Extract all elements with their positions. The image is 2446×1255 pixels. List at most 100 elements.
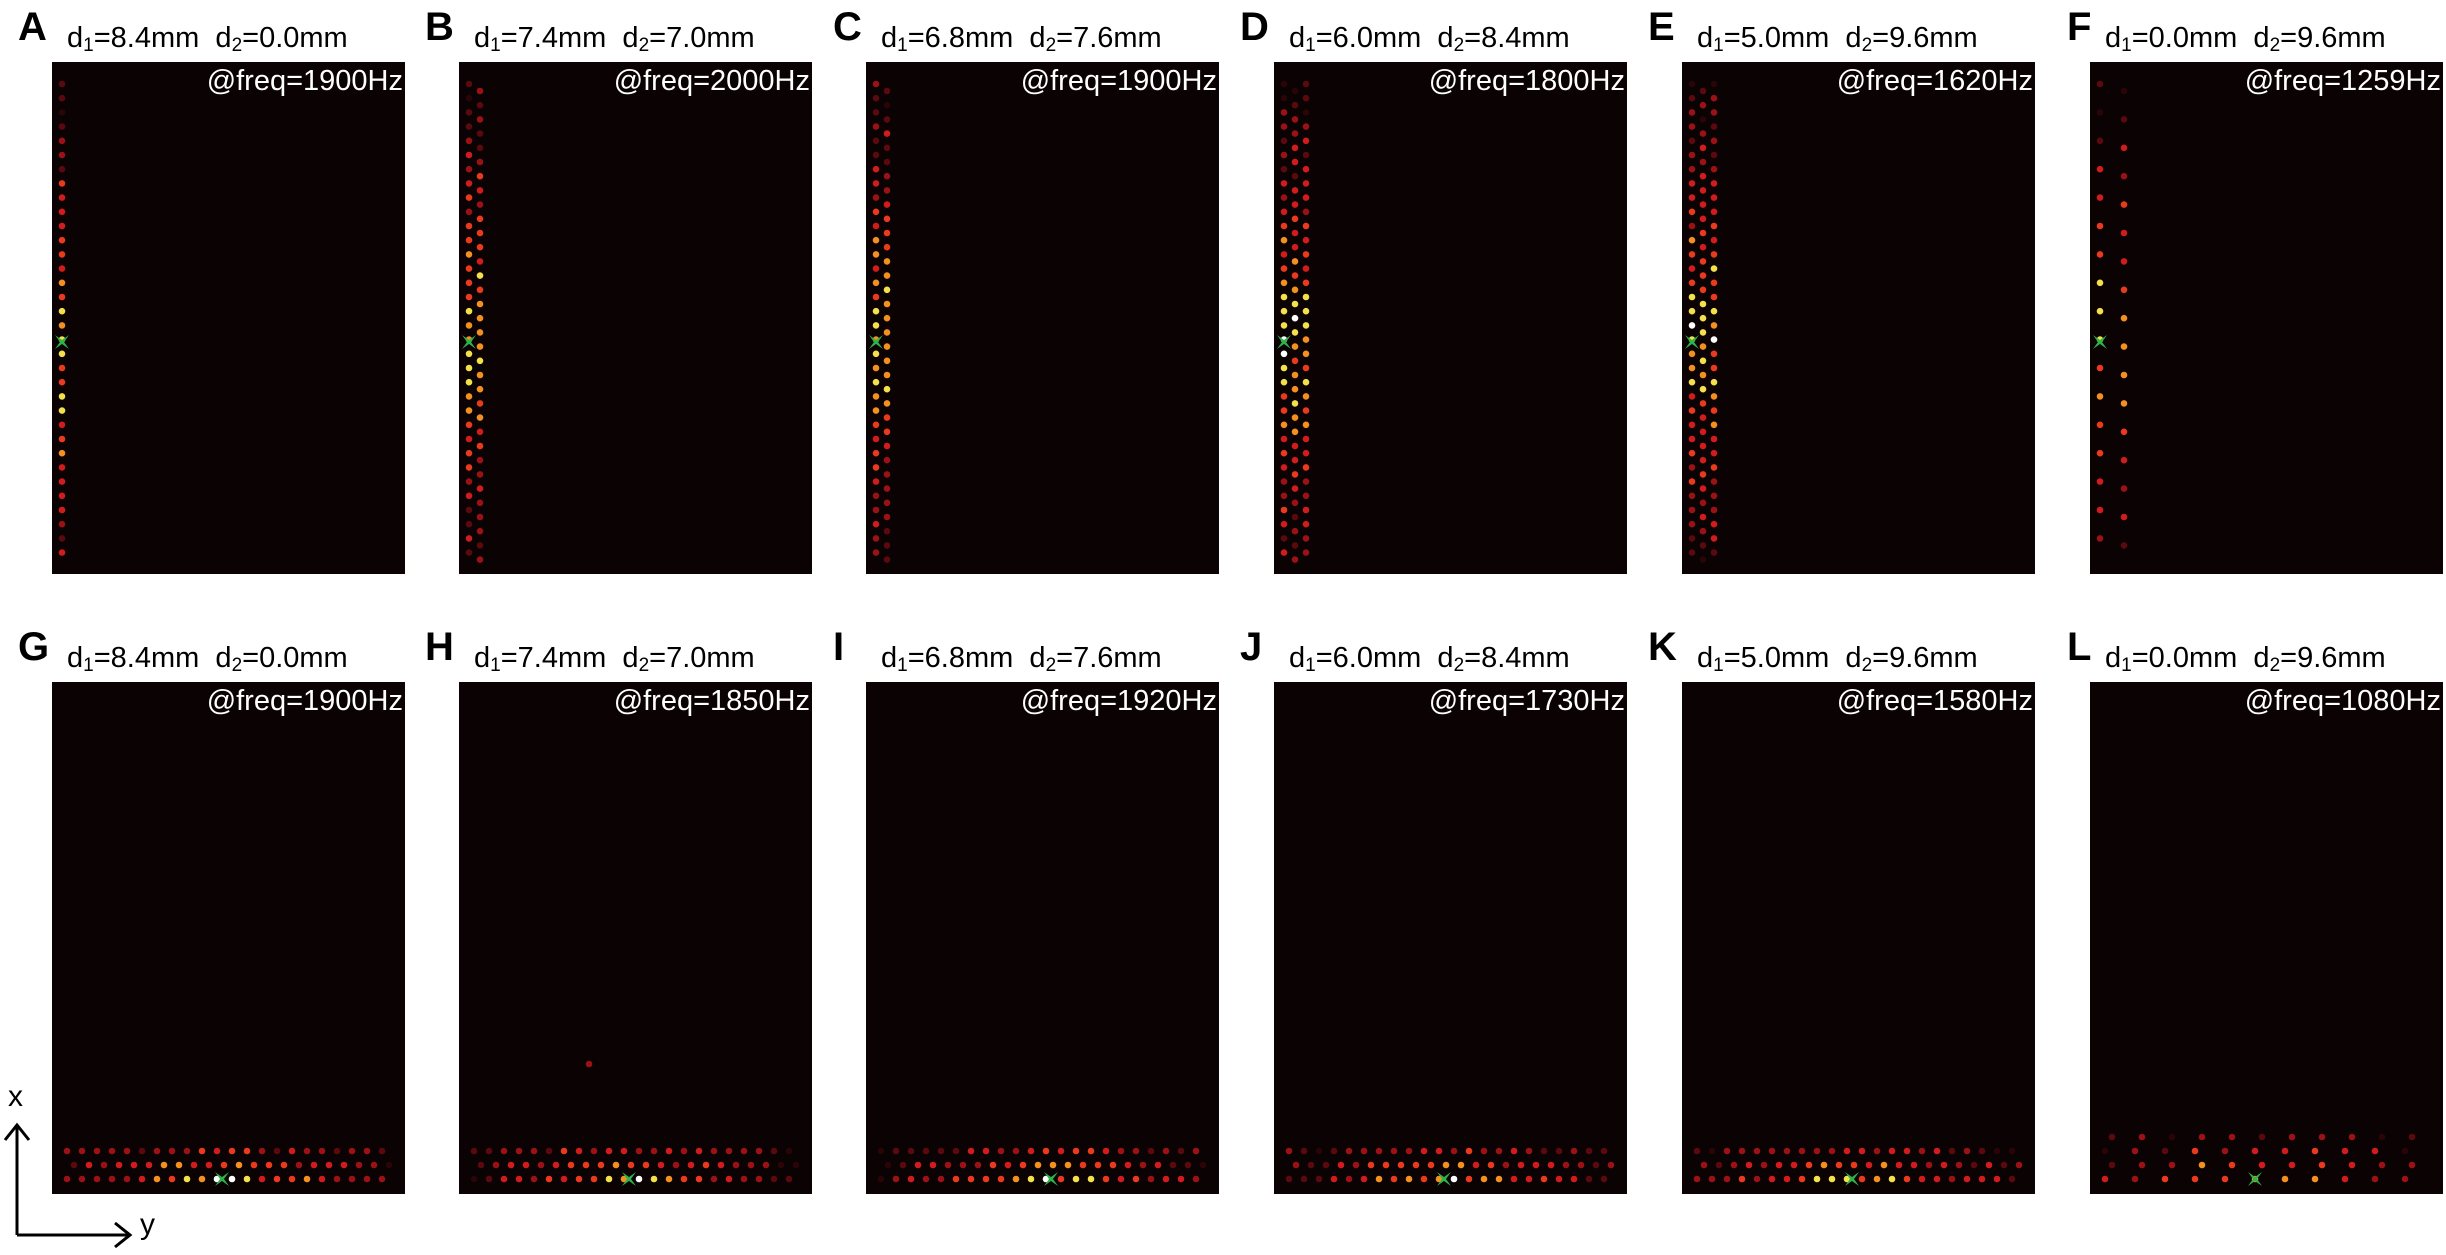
- intensity-dot: [1004, 1161, 1012, 1169]
- source-marker: [1277, 335, 1291, 349]
- intensity-dot: [883, 130, 891, 137]
- intensity-dot: [1880, 1161, 1888, 1169]
- intensity-dot: [1280, 322, 1288, 329]
- intensity-dot: [1688, 80, 1696, 88]
- intensity-dot: [138, 1147, 146, 1155]
- d1-label: d1=8.4mm: [67, 22, 200, 56]
- intensity-dot: [476, 87, 484, 95]
- intensity-dot: [1828, 1175, 1836, 1183]
- intensity-dot: [1177, 1175, 1185, 1183]
- intensity-dot: [2228, 1161, 2236, 1169]
- intensity-dot: [2378, 1133, 2386, 1141]
- intensity-dot: [1813, 1147, 1821, 1155]
- intensity-dot: [1753, 1175, 1761, 1183]
- intensity-dot: [892, 1175, 900, 1183]
- intensity-dot: [725, 1147, 733, 1155]
- intensity-dot: [1798, 1147, 1806, 1155]
- intensity-dot: [1688, 265, 1696, 272]
- frequency-label: @freq=1920Hz: [1020, 685, 1217, 717]
- intensity-dot: [183, 1175, 191, 1183]
- intensity-dot: [198, 1147, 206, 1155]
- intensity-dot: [2251, 1147, 2259, 1155]
- panel-letter: E: [1648, 5, 1675, 49]
- intensity-dot: [58, 535, 66, 542]
- intensity-dot: [1699, 116, 1707, 123]
- intensity-dot: [1450, 1147, 1458, 1155]
- intensity-dot: [575, 1147, 583, 1155]
- intensity-dot: [58, 350, 66, 358]
- intensity-dot: [1699, 385, 1707, 393]
- intensity-dot: [1873, 1147, 1881, 1155]
- intensity-dot: [58, 520, 66, 528]
- source-marker: [869, 335, 883, 349]
- intensity-dot: [465, 194, 473, 201]
- intensity-dot: [1820, 1161, 1828, 1169]
- panel-parameters: d1=5.0mm d2=9.6mm: [1697, 642, 1978, 676]
- intensity-dot: [2120, 314, 2128, 322]
- intensity-dot: [1783, 1147, 1791, 1155]
- intensity-dot: [872, 421, 880, 429]
- intensity-dot: [1993, 1175, 2001, 1183]
- intensity-dot: [1427, 1161, 1435, 1169]
- intensity-dot: [2096, 80, 2104, 88]
- intensity-dot: [1291, 499, 1299, 507]
- intensity-dot: [1699, 101, 1707, 109]
- intensity-dot: [1280, 350, 1288, 358]
- intensity-dot: [2015, 1161, 2023, 1169]
- intensity-dot: [1600, 1147, 1608, 1155]
- intensity-dot: [552, 1161, 560, 1169]
- intensity-dot: [2120, 258, 2128, 265]
- intensity-dot: [1291, 229, 1299, 237]
- intensity-dot: [58, 165, 66, 173]
- intensity-dot: [1345, 1147, 1353, 1155]
- intensity-dot: [872, 492, 880, 500]
- intensity-dot: [465, 180, 473, 187]
- intensity-dot: [1688, 478, 1696, 485]
- intensity-dot: [2371, 1147, 2379, 1155]
- intensity-dot: [168, 1147, 176, 1155]
- intensity-dot: [465, 307, 473, 315]
- intensity-dot: [295, 1161, 303, 1169]
- intensity-dot: [922, 1175, 930, 1183]
- intensity-dot: [1057, 1175, 1065, 1183]
- intensity-dot: [2138, 1133, 2146, 1141]
- intensity-dot: [1280, 407, 1288, 414]
- d1-label: d1=0.0mm: [2105, 22, 2238, 56]
- dot-array: [63, 1147, 393, 1186]
- intensity-dot: [1280, 364, 1288, 372]
- intensity-dot: [1710, 421, 1718, 429]
- intensity-dot: [982, 1175, 990, 1183]
- frequency-label: @freq=1730Hz: [1428, 685, 1625, 717]
- intensity-dot: [1710, 535, 1718, 542]
- intensity-dot: [2096, 137, 2104, 145]
- intensity-dot: [58, 94, 66, 102]
- intensity-dot: [1280, 535, 1288, 542]
- source-marker: [2248, 1172, 2262, 1186]
- source-marker: [215, 1172, 229, 1186]
- intensity-dot: [465, 236, 473, 244]
- intensity-dot: [2108, 1161, 2116, 1169]
- intensity-dot: [1291, 158, 1299, 166]
- source-marker: [1044, 1172, 1058, 1186]
- intensity-dot: [58, 549, 66, 556]
- intensity-dot: [1280, 265, 1288, 272]
- intensity-dot: [1688, 251, 1696, 258]
- intensity-dot: [1302, 236, 1310, 244]
- intensity-dot: [872, 279, 880, 287]
- intensity-dot: [1688, 208, 1696, 216]
- intensity-dot: [1280, 293, 1288, 301]
- intensity-dot: [747, 1161, 755, 1169]
- intensity-dot: [476, 414, 484, 421]
- intensity-dot: [273, 1175, 281, 1183]
- intensity-dot: [1688, 94, 1696, 102]
- intensity-dot: [2096, 307, 2104, 315]
- intensity-dot: [58, 109, 66, 116]
- intensity-dot: [1699, 400, 1707, 407]
- intensity-dot: [883, 357, 891, 365]
- d1-label: d1=5.0mm: [1697, 642, 1830, 676]
- intensity-dot: [1688, 222, 1696, 230]
- intensity-dot: [123, 1175, 131, 1183]
- intensity-dot: [1843, 1147, 1851, 1155]
- intensity-dot: [1291, 286, 1299, 294]
- intensity-dot: [465, 549, 473, 556]
